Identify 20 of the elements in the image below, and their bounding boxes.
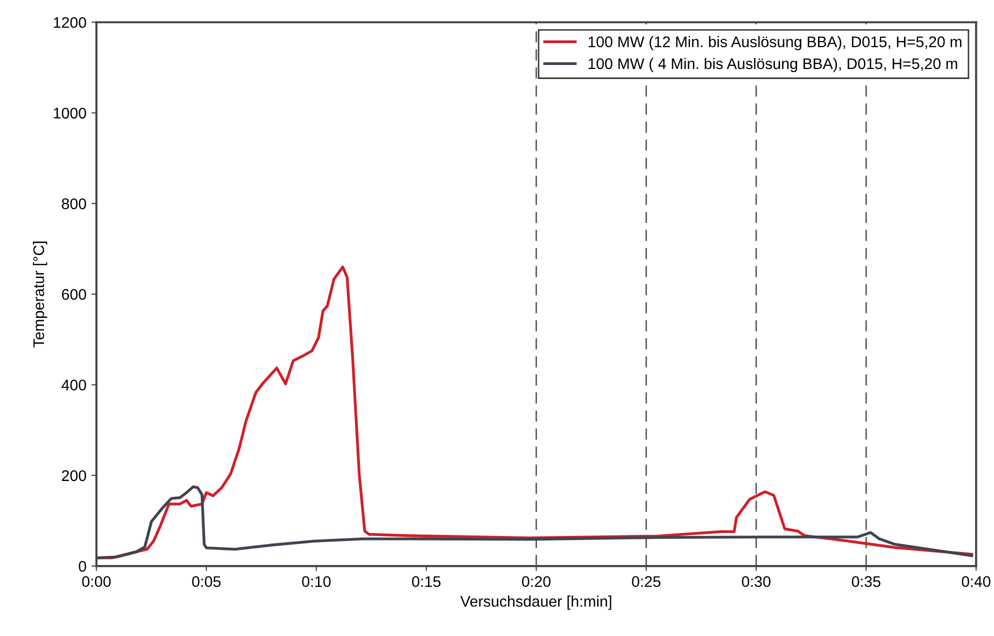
x-tick-label: 0:25 xyxy=(632,576,660,587)
legend-label: 100 MW ( 4 Min. bis Auslösung BBA), D015, H=5,20 m xyxy=(588,58,958,72)
x-tick-label: 0:15 xyxy=(412,576,441,587)
y-tick-label: 1000 xyxy=(54,108,86,119)
y-tick-label: 600 xyxy=(62,289,86,300)
x-tick-label: 0:40 xyxy=(962,576,990,587)
y-tick-label: 0 xyxy=(78,560,86,572)
y-axis-title: Temperatur [°C] xyxy=(32,242,48,348)
x-tick-label: 0:10 xyxy=(302,576,331,587)
y-tick-label: 1200 xyxy=(54,17,86,28)
y-tick-label: 800 xyxy=(62,198,86,210)
legend-label: 100 MW (12 Min. bis Auslösung BBA), D015, H=5,20 m xyxy=(588,36,962,50)
y-tick-label: 400 xyxy=(62,380,86,390)
x-tick-label: 0:35 xyxy=(852,576,880,587)
x-tick-label: 0:05 xyxy=(192,576,221,587)
x-tick-label: 0:00 xyxy=(82,576,111,587)
x-axis-title: Versuchsdauer [h:min] xyxy=(460,596,612,610)
y-tick-label: 200 xyxy=(62,470,86,482)
x-tick-label: 0:30 xyxy=(742,576,770,587)
x-tick-label: 0:20 xyxy=(522,576,551,587)
